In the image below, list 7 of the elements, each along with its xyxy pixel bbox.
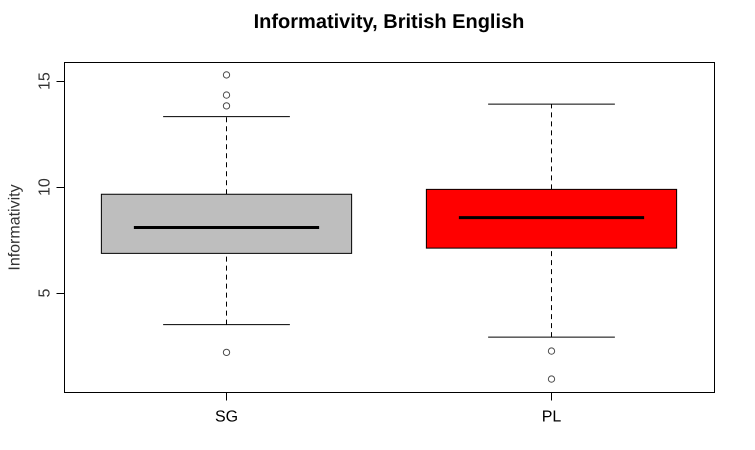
y-tick-label: 5 — [36, 288, 54, 298]
x-tick-label: SG — [214, 408, 238, 426]
y-tick-label: 15 — [36, 72, 54, 90]
chart-title: Informativity, British English — [254, 11, 524, 33]
y-tick-label: 10 — [36, 178, 54, 196]
x-tick-label: PL — [542, 408, 562, 426]
y-axis-title: Informativity — [6, 184, 24, 271]
